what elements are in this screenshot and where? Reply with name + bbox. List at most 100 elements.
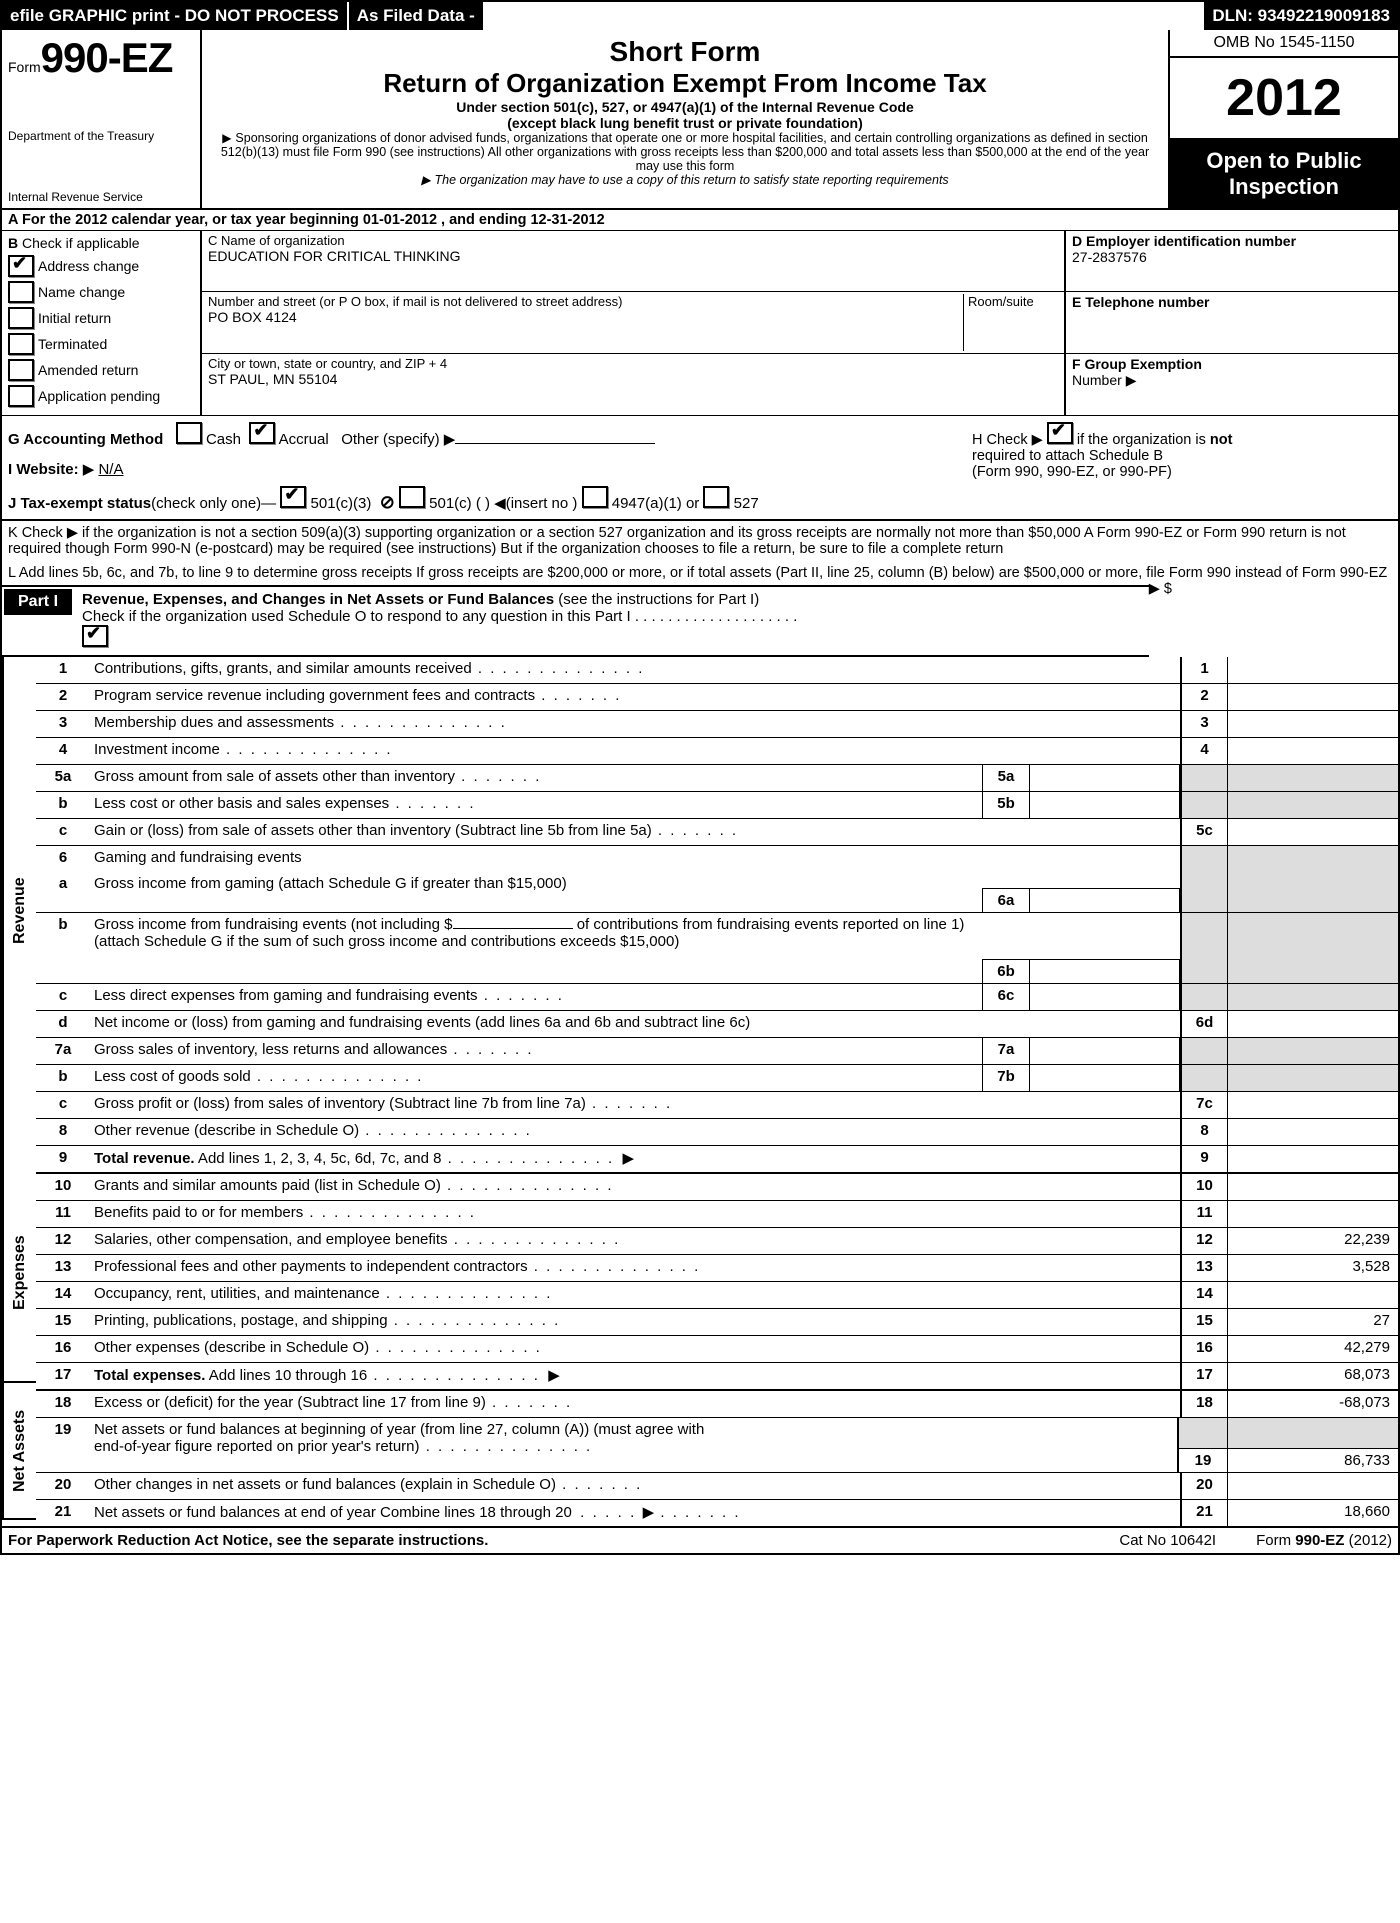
short-form-title: Short Form — [212, 36, 1158, 68]
val-grey-5a — [1228, 765, 1398, 791]
dept-irs: Internal Revenue Service — [8, 190, 194, 204]
box-grey-5a — [1180, 765, 1228, 791]
sponsoring-text: Sponsoring organizations of donor advise… — [212, 131, 1158, 173]
box-no-9: 9 — [1180, 1146, 1228, 1172]
e-label: E Telephone number — [1072, 294, 1209, 310]
line-2: 2 Program service revenue including gove… — [36, 683, 1398, 710]
dln-number: DLN: 93492219009183 — [1204, 2, 1398, 30]
box-no-8: 8 — [1180, 1119, 1228, 1145]
inner-no-5b: 5b — [982, 792, 1030, 818]
h-text1: H Check — [972, 432, 1028, 448]
row-a-calendar-year: A For the 2012 calendar year, or tax yea… — [2, 208, 1398, 230]
block-street: Number and street (or P O box, if mail i… — [202, 292, 1066, 353]
row-gh: G Accounting Method Cash Accrual Other (… — [2, 415, 1398, 486]
part-i-sub: (see the instructions for Part I) — [558, 591, 759, 608]
g-label: G Accounting Method — [8, 431, 163, 448]
line-7a: 7a Gross sales of inventory, less return… — [36, 1037, 1398, 1064]
line-17-rest: Add lines 10 through 16 — [205, 1367, 540, 1384]
checkbox-terminated[interactable] — [8, 333, 34, 355]
inner-val-7a — [1030, 1038, 1180, 1064]
line-no-6b: b — [36, 913, 90, 983]
line-7a-desc: Gross sales of inventory, less returns a… — [90, 1038, 982, 1064]
form-number: 990-EZ — [41, 34, 173, 81]
checkbox-accrual[interactable] — [249, 422, 275, 444]
box-grey-6b — [1180, 913, 1228, 983]
checkbox-initial-return[interactable] — [8, 307, 34, 329]
val-grey-6c — [1228, 984, 1398, 1010]
street-label: Number and street (or P O box, if mail i… — [208, 294, 963, 309]
line-6c: c Less direct expenses from gaming and f… — [36, 983, 1398, 1010]
checkbox-h[interactable] — [1047, 422, 1073, 444]
other-specify-line[interactable] — [455, 443, 655, 444]
line-21: 21 Net assets or fund balances at end of… — [36, 1499, 1398, 1526]
row-l: L Add lines 5b, 6c, and 7b, to line 9 to… — [2, 561, 1398, 585]
box-no-7c: 7c — [1180, 1092, 1228, 1118]
checkbox-527[interactable] — [703, 486, 729, 508]
line-no-7a: 7a — [36, 1038, 90, 1064]
line-10-desc: Grants and similar amounts paid (list in… — [90, 1174, 1180, 1200]
j-527: 527 — [734, 495, 759, 512]
val-8 — [1228, 1119, 1398, 1145]
form-990ez-page: efile GRAPHIC print - DO NOT PROCESS As … — [0, 0, 1400, 1555]
line-15-desc: Printing, publications, postage, and shi… — [90, 1309, 1180, 1335]
j-501c3: 501(c)(3) — [311, 495, 372, 512]
checkbox-schedule-o[interactable] — [82, 625, 108, 647]
side-revenue: Revenue — [2, 657, 36, 1165]
line-4: 4 Investment income 4 — [36, 737, 1398, 764]
box-grey-5b — [1180, 792, 1228, 818]
line-5c-desc: Gain or (loss) from sale of assets other… — [90, 819, 1180, 845]
box-grey-6a — [1180, 872, 1228, 912]
val-19-wrap: 86,733 — [1228, 1418, 1398, 1472]
val-grey-7b — [1228, 1065, 1398, 1091]
checkbox-name-change[interactable] — [8, 281, 34, 303]
val-11 — [1228, 1201, 1398, 1227]
ein-value: 27-2837576 — [1072, 249, 1392, 265]
row-j: J Tax-exempt status(check only one)— 501… — [2, 486, 1398, 519]
label-terminated: Terminated — [38, 336, 107, 352]
checkbox-501c3[interactable] — [280, 486, 306, 508]
header-right: OMB No 1545-1150 2012 Open to Public Ins… — [1168, 30, 1398, 208]
checkbox-501c[interactable] — [399, 486, 425, 508]
line-no-9: 9 — [36, 1146, 90, 1172]
val-grey-6 — [1228, 846, 1398, 872]
checkbox-4947[interactable] — [582, 486, 608, 508]
val-5c — [1228, 819, 1398, 845]
val-17: 68,073 — [1228, 1363, 1398, 1389]
part-i-header: Part I Revenue, Expenses, and Changes in… — [2, 585, 1149, 657]
box-grey-6 — [1180, 846, 1228, 872]
box-no-11: 11 — [1180, 1201, 1228, 1227]
label-initial-return: Initial return — [38, 310, 111, 326]
street-value: PO BOX 4124 — [208, 309, 963, 325]
box-no-21: 21 — [1180, 1500, 1228, 1526]
line-9-bold: Total revenue. — [94, 1150, 195, 1167]
box-grey-7b — [1180, 1065, 1228, 1091]
l-text: L Add lines 5b, 6c, and 7b, to line 9 to… — [8, 565, 1387, 581]
org-name-value: EDUCATION FOR CRITICAL THINKING — [208, 248, 1058, 264]
schedule-lines: 1 Contributions, gifts, grants, and simi… — [36, 657, 1398, 1526]
checkbox-amended[interactable] — [8, 359, 34, 381]
checkbox-application-pending[interactable] — [8, 385, 34, 407]
checkbox-cash[interactable] — [176, 422, 202, 444]
i-label: I Website: — [8, 461, 79, 478]
j-insert: (insert no ) — [506, 495, 578, 512]
h-check: H Check ▶ if the organization is not req… — [972, 422, 1392, 480]
val-6d — [1228, 1011, 1398, 1037]
box-grey-6c — [1180, 984, 1228, 1010]
header: Form990-EZ Department of the Treasury In… — [2, 30, 1398, 208]
line-1: 1 Contributions, gifts, grants, and simi… — [36, 657, 1398, 683]
line-no-7b: b — [36, 1065, 90, 1091]
line-4-desc: Investment income — [90, 738, 1180, 764]
checkbox-address-change[interactable] — [8, 255, 34, 277]
h-not: not — [1210, 432, 1233, 448]
line-5a-desc: Gross amount from sale of assets other t… — [90, 765, 982, 791]
line-14-desc: Occupancy, rent, utilities, and maintena… — [90, 1282, 1180, 1308]
footer-form-a: Form — [1256, 1532, 1295, 1549]
line-13-desc: Professional fees and other payments to … — [90, 1255, 1180, 1281]
label-other: Other (specify) — [341, 431, 439, 448]
inner-no-5a: 5a — [982, 765, 1030, 791]
line-6b-amount[interactable] — [453, 928, 573, 929]
label-name-change: Name change — [38, 284, 125, 300]
line-21-text: Net assets or fund balances at end of ye… — [94, 1504, 572, 1521]
line-8: 8 Other revenue (describe in Schedule O)… — [36, 1118, 1398, 1145]
footer-form-b: 990-EZ — [1295, 1532, 1344, 1549]
